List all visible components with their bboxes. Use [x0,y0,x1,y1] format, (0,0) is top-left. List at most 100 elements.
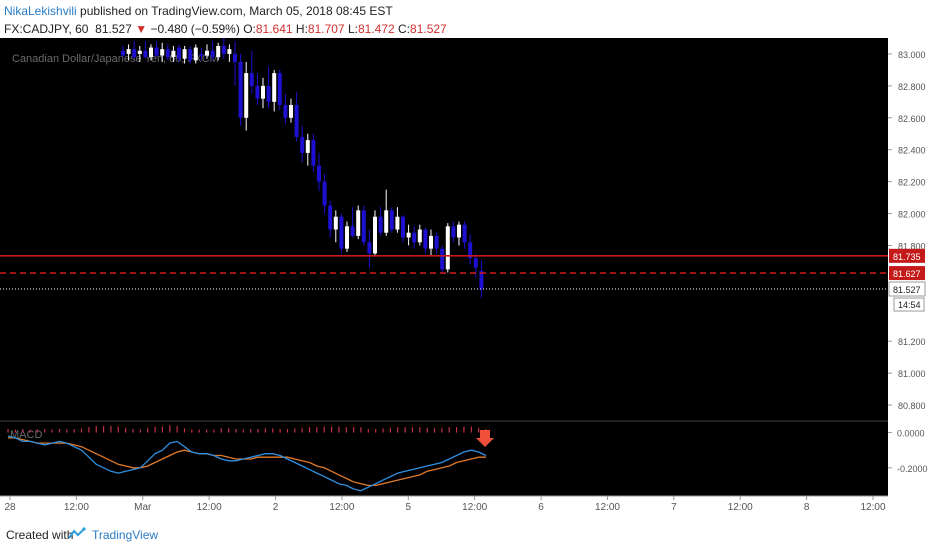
level-price-tag [889,248,925,263]
candle-body [126,49,131,54]
candle-body [373,216,377,254]
change-value: −0.480 (−0.59%) [150,22,240,36]
time-tick-label: 12:00 [728,502,753,513]
price-tick-label: 81.000 [898,369,926,379]
countdown-label: 14:54 [898,300,921,310]
level-price-label: 81.627 [893,269,921,279]
chart-header: NikaLekishvili published on TradingView.… [4,2,924,38]
time-tick-label: 6 [538,502,544,513]
open-label: O: [243,22,256,36]
candle-body [283,105,288,118]
time-tick-label: 12:00 [64,502,89,513]
candle-body [339,216,344,249]
candle-body [445,226,450,270]
candle-body [305,140,310,153]
close-value: 81.527 [410,22,447,36]
candle-body [171,50,176,58]
candle-body [345,226,349,249]
candle-body [457,224,461,238]
open-value: 81.641 [255,22,293,36]
quote-line: FX:CADJPY, 60 81.527 ▼ −0.480 (−0.59%) O… [4,20,924,38]
candle-body [479,270,484,290]
candle-body [401,216,405,238]
candle-body [350,226,355,236]
level-price-label: 81.527 [893,285,921,295]
candle-body [333,216,338,230]
candle-body [132,49,137,58]
candle-body [384,210,389,233]
candle-body [417,229,422,243]
time-tick-label: 12:00 [595,502,620,513]
candle-body [137,50,142,54]
candle-body [272,73,277,102]
candle-body [266,85,271,102]
time-tick-label: Mar [134,502,152,513]
tradingview-link[interactable]: TradingView [92,528,159,542]
price-tick-label: 82.600 [898,114,926,124]
countdown-tag [893,297,925,312]
created-with-text: Created with [6,528,74,542]
candle-body [328,205,333,230]
time-tick-label: 2 [273,502,279,513]
candle-body [300,136,305,153]
candle-body [255,85,260,99]
macd-signal-line [8,437,486,487]
last-price: 81.527 [95,22,132,36]
candle-body [216,45,221,58]
candle-body [121,50,125,56]
publish-line: NikaLekishvili published on TradingView.… [4,2,924,20]
candle-body [406,232,411,238]
candle-body [289,105,293,118]
level-price-tag [888,281,926,297]
candle-body [356,210,361,236]
candle-body [210,50,215,58]
candle-body [165,49,170,58]
candle-body [261,85,265,99]
candle-body [188,49,193,61]
low-label: L: [347,22,358,36]
time-tick-label: 12:00 [860,502,885,513]
candle-body [294,105,299,137]
macd-line [7,435,487,492]
candle-body [205,50,209,56]
price-tick-label: 82.400 [898,146,926,156]
candle-body [434,235,439,249]
candle-body [473,258,478,268]
candle-body [378,216,383,233]
time-tick-label: 12:00 [329,502,354,513]
price-tick-label: 82.000 [898,210,926,220]
price-tick-label: 83.000 [898,50,926,60]
footer: Created with TradingView [0,520,932,550]
tradingview-logo-icon [68,527,86,539]
down-arrow-icon: ▼ [135,22,148,36]
candle-body [221,45,226,54]
time-tick-label: 7 [671,502,677,513]
candle-body [451,226,456,238]
chart-area[interactable]: Canadian Dollar/Japanese Yen, 60, FXCM M… [0,38,932,520]
macd-tick-label: -0.2000 [897,464,928,474]
chart-svg[interactable]: Canadian Dollar/Japanese Yen, 60, FXCM M… [0,38,932,520]
candle-body [227,49,232,54]
price-tick-label: 82.200 [898,178,926,188]
candle-body [395,216,400,230]
candle-body [322,181,327,206]
time-tick-label: 12:00 [462,502,487,513]
candle-body [244,73,249,118]
symbol-label: FX:CADJPY, 60 [4,22,89,36]
candle-body [177,47,181,59]
candle-body [199,53,204,56]
author-link[interactable]: NikaLekishvili [4,4,77,18]
candle-body [238,61,243,118]
high-value: 81.707 [307,22,345,36]
candle-body [143,50,148,58]
low-value: 81.472 [357,22,395,36]
candle-body [468,242,473,259]
candle-body [160,49,165,56]
candle-body [423,229,428,249]
candle-body [154,47,159,56]
time-tick-label: 28 [4,502,16,513]
candle-body [277,73,282,106]
time-tick-label: 8 [804,502,810,513]
candle-body [462,224,467,243]
symbol-watermark: Canadian Dollar/Japanese Yen, 60, FXCM [12,53,219,65]
